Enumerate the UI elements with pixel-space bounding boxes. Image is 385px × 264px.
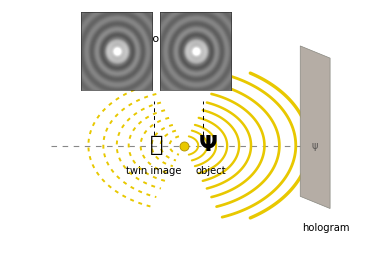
Text: reconstructions: reconstructions (135, 34, 221, 44)
Text: hologram: hologram (302, 223, 349, 233)
Text: ψ: ψ (312, 140, 318, 150)
Text: twin image: twin image (126, 166, 182, 176)
Polygon shape (300, 46, 330, 209)
Text: Ψ: Ψ (198, 134, 217, 154)
Text: ᛏ: ᛏ (151, 134, 164, 154)
Text: object: object (196, 166, 226, 176)
